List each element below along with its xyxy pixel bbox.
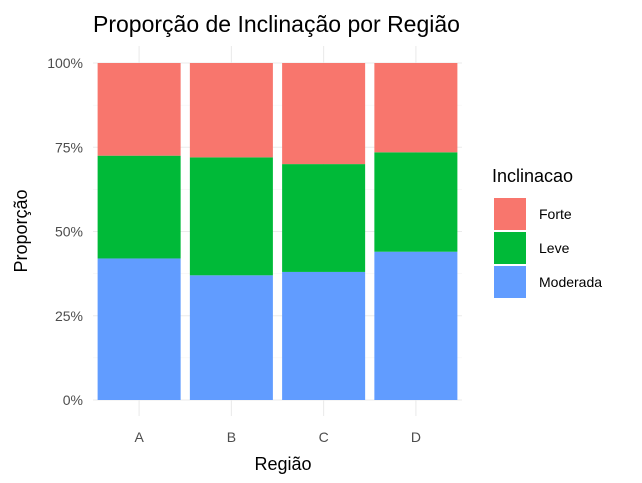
x-axis-ticks: A B C D	[134, 429, 420, 445]
y-tick-label: 100%	[47, 55, 83, 71]
bar-C-leve	[282, 164, 366, 272]
bar-A-leve	[97, 155, 181, 259]
bar-B-leve	[189, 157, 273, 276]
x-axis-title: Região	[254, 454, 311, 474]
x-tick-label: C	[319, 429, 329, 445]
legend: Inclinacao Forte Leve Moderada	[492, 166, 602, 298]
y-tick-label: 25%	[55, 308, 83, 324]
chart-title: Proporção de Inclinação por Região	[93, 11, 460, 37]
bar-A-forte	[97, 63, 181, 156]
bar-C-forte	[282, 63, 366, 165]
legend-key-moderada	[494, 266, 526, 298]
bars	[97, 63, 458, 400]
y-axis-title: Proporção	[11, 189, 31, 272]
bar-D-leve	[374, 152, 458, 252]
bar-D-moderada	[374, 251, 458, 400]
bar-C-moderada	[282, 271, 366, 400]
bar-D-forte	[374, 63, 458, 153]
bar-B-moderada	[189, 275, 273, 400]
y-axis-ticks: 0% 25% 50% 75% 100%	[47, 55, 83, 408]
y-tick-label: 75%	[55, 139, 83, 155]
bar-B-forte	[189, 63, 273, 158]
legend-label-forte: Forte	[539, 206, 572, 222]
bar-A-moderada	[97, 258, 181, 400]
legend-label-leve: Leve	[539, 240, 570, 256]
x-tick-label: D	[411, 429, 421, 445]
y-tick-label: 0%	[63, 392, 83, 408]
x-tick-label: B	[227, 429, 236, 445]
legend-key-leve	[494, 232, 526, 264]
y-tick-label: 50%	[55, 224, 83, 240]
legend-title: Inclinacao	[492, 166, 573, 186]
legend-label-moderada: Moderada	[539, 274, 602, 290]
legend-key-forte	[494, 198, 526, 230]
x-tick-label: A	[134, 429, 144, 445]
